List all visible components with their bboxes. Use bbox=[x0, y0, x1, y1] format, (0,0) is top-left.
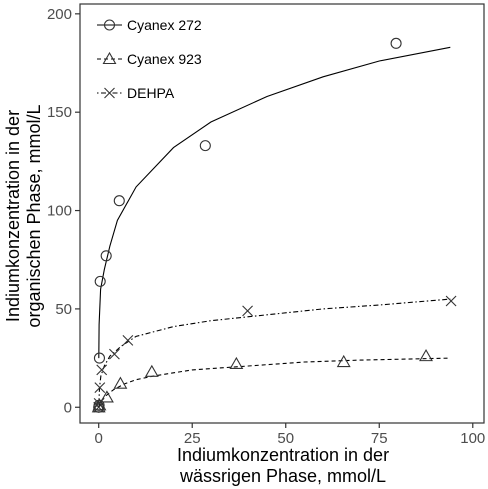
point-cyanex-923-4 bbox=[144, 364, 159, 377]
x-tick-label-25: 25 bbox=[184, 430, 201, 447]
data-points bbox=[91, 37, 457, 413]
y-tick-label-100: 100 bbox=[47, 203, 72, 220]
plot-frame bbox=[79, 3, 485, 424]
y-tick-label-150: 150 bbox=[47, 104, 72, 121]
y-tick-label-200: 200 bbox=[47, 6, 72, 23]
y-axis-title-line-2: organischen Phase, mmol/L bbox=[24, 104, 44, 327]
point-dehpa-0 bbox=[93, 401, 105, 413]
point-cyanex-923-5 bbox=[229, 356, 244, 370]
plot-border bbox=[79, 3, 485, 424]
point-dehpa-6 bbox=[242, 305, 253, 317]
legend-marker-dehpa bbox=[104, 87, 115, 99]
point-dehpa-4 bbox=[109, 348, 120, 360]
point-cyanex-923-2 bbox=[99, 390, 114, 403]
point-dehpa-2 bbox=[94, 382, 106, 393]
y-tick-label-0: 0 bbox=[64, 399, 72, 416]
fit-line-cyanex-272 bbox=[98, 46, 451, 359]
y-axis-title-line-1: Indiumkonzentration in der bbox=[3, 110, 23, 322]
legend-label-cyanex-272: Cyanex 272 bbox=[127, 17, 202, 33]
y-tick-label-50: 50 bbox=[55, 301, 72, 318]
point-cyanex-272-7 bbox=[390, 37, 402, 49]
legend: Cyanex 272 Cyanex 923 DEHPA bbox=[97, 17, 202, 101]
point-cyanex-923-6 bbox=[336, 354, 351, 368]
x-axis-title-line-2: wässrigen Phase, mmol/L bbox=[179, 466, 386, 486]
legend-marker-cyanex-923 bbox=[102, 51, 117, 65]
x-tick-label-50: 50 bbox=[277, 430, 294, 447]
point-cyanex-923-3 bbox=[113, 376, 128, 389]
x-tick-label-100: 100 bbox=[460, 430, 485, 447]
point-dehpa-5 bbox=[122, 334, 134, 346]
x-tick-label-0: 0 bbox=[95, 430, 103, 447]
legend-marker-cyanex-272 bbox=[103, 19, 116, 31]
point-dehpa-7 bbox=[445, 295, 457, 307]
fit-lines bbox=[98, 46, 451, 408]
point-cyanex-272-5 bbox=[113, 195, 125, 207]
x-tick-label-75: 75 bbox=[371, 430, 388, 447]
fit-line-dehpa bbox=[98, 298, 451, 408]
point-cyanex-923-7 bbox=[419, 349, 433, 362]
legend-label-dehpa: DEHPA bbox=[127, 85, 175, 101]
point-cyanex-272-6 bbox=[199, 140, 211, 152]
x-axis-title-line-1: Indiumkonzentration in der bbox=[177, 445, 389, 465]
point-dehpa-1 bbox=[93, 397, 105, 409]
point-cyanex-272-3 bbox=[94, 275, 106, 287]
legend-label-cyanex-923: Cyanex 923 bbox=[127, 51, 202, 67]
point-dehpa-3 bbox=[96, 364, 108, 376]
axis-ticks: 0 25 50 75 100 0 50 100 150 200 bbox=[47, 6, 485, 447]
point-cyanex-272-2 bbox=[93, 352, 106, 364]
point-cyanex-272-4 bbox=[100, 250, 112, 262]
